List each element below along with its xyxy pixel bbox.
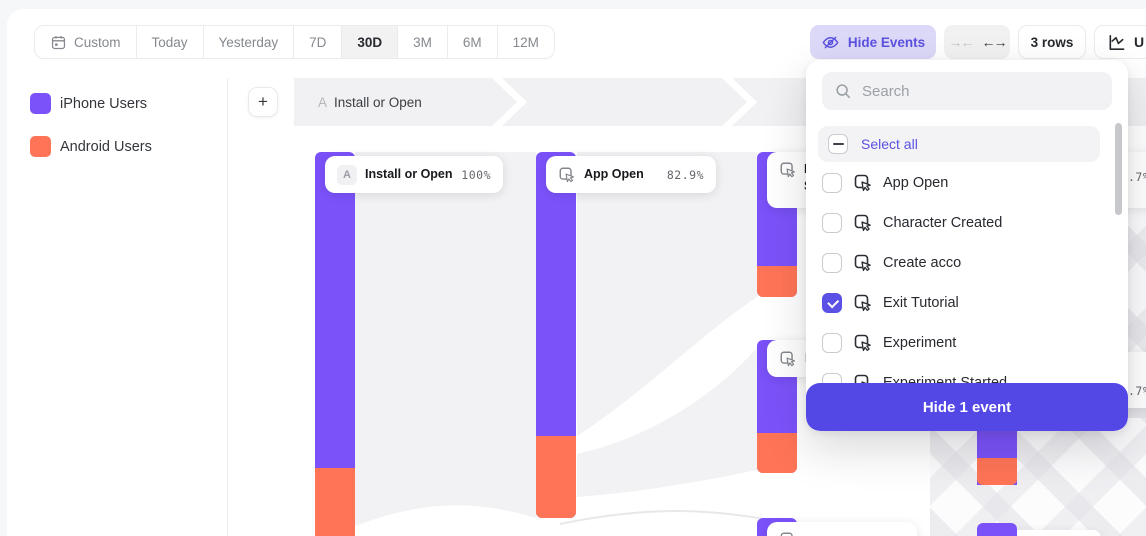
click-event-icon (853, 253, 873, 273)
click-event-icon (558, 166, 576, 184)
checkbox[interactable] (822, 173, 842, 193)
funnel-node-install-or-open[interactable]: A Install or Open 100% (325, 156, 503, 193)
event-search-box[interactable] (822, 72, 1112, 110)
event-option-character-created[interactable]: Character Created (818, 203, 1108, 243)
partial-conversion-value-2: .7% (1128, 384, 1146, 398)
hide-events-dropdown: Select all App Open Character Created Cr… (806, 60, 1128, 431)
legend-label-android: Android Users (60, 139, 152, 155)
legend-swatch-iphone (30, 93, 51, 114)
page-background-strip (0, 0, 7, 536)
date-range-yesterday[interactable]: Yesterday (204, 26, 295, 58)
collapse-columns-button[interactable]: →← (948, 34, 975, 50)
click-event-icon (853, 173, 873, 193)
node-conversion-value: 100% (461, 167, 491, 182)
calendar-icon (50, 34, 67, 51)
click-event-icon (853, 213, 873, 233)
checkbox[interactable] (822, 293, 842, 313)
plaid-pattern-background (930, 418, 1146, 536)
event-option-label: App Open (883, 175, 949, 191)
expand-columns-button[interactable]: ←→ (981, 34, 1008, 50)
date-range-30d-active[interactable]: 30D (342, 26, 399, 58)
funnel-bar-step4a[interactable] (977, 424, 1017, 485)
add-step-button[interactable]: + (248, 87, 278, 117)
step-banner-label: A Install or Open (318, 78, 422, 126)
partial-conversion-value-1: .7% (1128, 170, 1146, 184)
event-option-label: Character Created (883, 215, 1003, 231)
vertical-divider (227, 78, 228, 536)
hide-events-button[interactable]: Hide Events (810, 25, 936, 59)
node-label: App Open (584, 167, 644, 182)
node-conversion-value: 82.9% (666, 167, 704, 182)
step-a-badge: A (337, 164, 357, 185)
step-name: Install or Open (334, 94, 422, 110)
page-background-strip (0, 0, 1146, 9)
funnel-bar-step1[interactable] (315, 152, 355, 536)
event-search-input[interactable] (862, 82, 1100, 100)
event-option-app-open[interactable]: App Open (818, 163, 1108, 203)
select-all-checkbox[interactable] (828, 134, 848, 154)
date-range-6m[interactable]: 6M (448, 26, 498, 58)
node-label: Install or Open (365, 167, 453, 182)
date-range-label: Custom (74, 34, 121, 50)
date-range-12m[interactable]: 12M (512, 34, 539, 50)
funnel-node-right-partial-3[interactable] (985, 530, 1101, 536)
event-option-experiment[interactable]: Experiment (818, 323, 1108, 363)
event-option-create-acco[interactable]: Create acco (818, 243, 1108, 283)
click-event-icon (853, 333, 873, 353)
hide-events-label: Hide Events (847, 34, 926, 50)
search-icon (834, 82, 852, 100)
chart-type-label: U (1134, 34, 1145, 50)
click-event-icon (779, 350, 797, 368)
date-range-custom[interactable]: Custom (35, 26, 137, 58)
rows-count-button[interactable]: 3 rows (1018, 25, 1086, 59)
chart-type-button[interactable]: U (1094, 25, 1146, 59)
funnel-node-bottom-partial[interactable] (767, 522, 917, 536)
checkbox[interactable] (822, 253, 842, 273)
checkbox[interactable] (822, 333, 842, 353)
event-option-exit-tutorial[interactable]: Exit Tutorial (818, 283, 1108, 323)
date-range-7d[interactable]: 7D (294, 26, 343, 58)
column-width-control: →← ←→ (944, 25, 1010, 59)
funnel-bar-step4b[interactable] (977, 523, 1017, 536)
eye-off-icon (821, 33, 840, 52)
step-letter: A (318, 94, 328, 110)
event-option-label: Exit Tutorial (883, 295, 959, 311)
hide-selected-events-button[interactable]: Hide 1 event (806, 383, 1128, 431)
funnel-node-app-open[interactable]: App Open 82.9% (546, 156, 716, 193)
date-range-today[interactable]: Today (137, 26, 204, 58)
legend-swatch-android (30, 136, 51, 157)
event-option-label: Create acco (883, 255, 962, 271)
date-range-3m[interactable]: 3M (398, 26, 448, 58)
click-event-icon (779, 161, 797, 179)
click-event-icon (779, 531, 797, 536)
click-event-icon (853, 293, 873, 313)
funnel-bar-step2[interactable] (536, 152, 576, 518)
line-chart-icon (1107, 33, 1126, 52)
select-all-label: Select all (861, 136, 918, 152)
date-range-control: Custom Today Yesterday 7D 30D 3M 6M 12M (34, 25, 555, 59)
event-option-label: Experiment (883, 335, 957, 351)
legend-label-iphone: iPhone Users (60, 96, 148, 112)
select-all-row[interactable]: Select all (818, 126, 1100, 162)
dropdown-scrollbar[interactable] (1115, 123, 1122, 215)
checkbox[interactable] (822, 213, 842, 233)
